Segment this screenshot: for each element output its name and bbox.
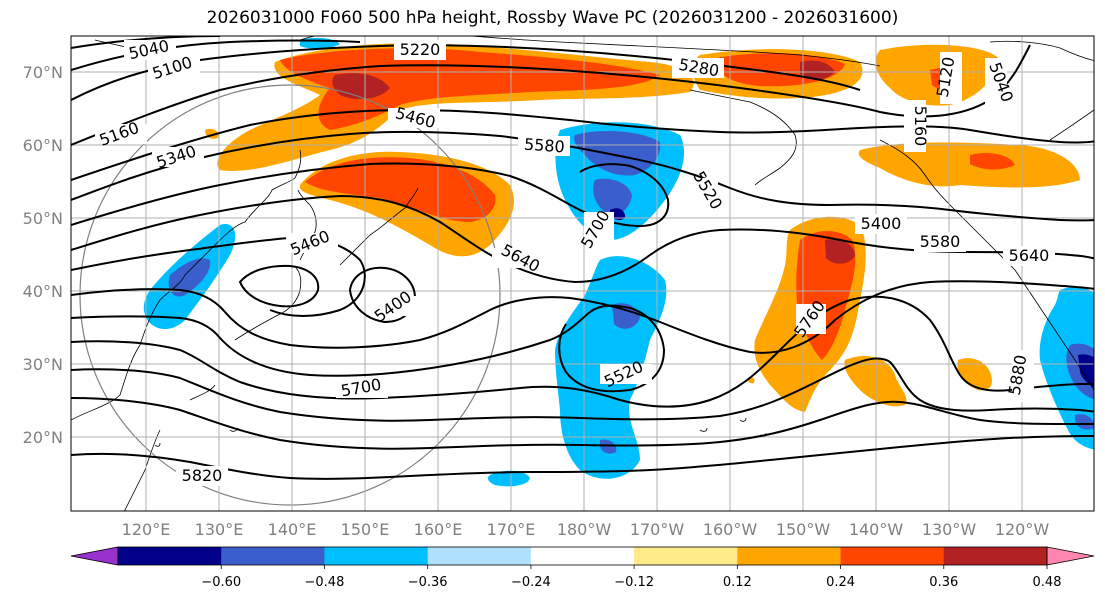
colorbar-tick-label: 0.24 — [826, 575, 855, 590]
longitude-labels: 120°E 130°E 140°E 150°E 160°E 170°E 180°… — [122, 520, 1050, 539]
lat-label: 20°N — [23, 428, 63, 447]
colorbar-segment — [221, 547, 325, 565]
lat-label: 50°N — [23, 209, 63, 228]
contour-label: 5640 — [1009, 246, 1050, 265]
lon-label: 160°E — [414, 520, 463, 539]
colorbar-tick-label: −0.48 — [305, 575, 345, 590]
colorbar-segment — [324, 547, 429, 565]
lon-label: 140°E — [268, 520, 317, 539]
lat-label: 60°N — [23, 136, 63, 155]
colorbar-tick-label: −0.24 — [511, 575, 551, 590]
lon-label: 130°E — [195, 520, 244, 539]
colorbar-tick-label: 0.36 — [929, 575, 958, 590]
lon-label: 140°W — [849, 520, 904, 539]
lon-label: 150°W — [776, 520, 831, 539]
map-frame — [70, 35, 1095, 512]
colorbar: −0.60 −0.48 −0.36 −0.24 −0.12 0.12 0.24 0.36 0.4… — [70, 546, 1095, 590]
contour-label: 5160 — [911, 106, 930, 147]
contour-label: 5580 — [523, 135, 565, 157]
colorbar-tick-label: −0.36 — [408, 575, 448, 590]
colorbar-segment — [530, 547, 635, 565]
colorbar-segment — [840, 547, 945, 565]
latitude-labels: 70°N 60°N 50°N 40°N 30°N 20°N — [23, 63, 63, 447]
colorbar-extend-min — [70, 546, 119, 566]
lon-label: 120°W — [995, 520, 1050, 539]
lat-label: 70°N — [23, 63, 63, 82]
colorbar-segment — [737, 547, 842, 565]
lon-label: 150°E — [341, 520, 390, 539]
colorbar-tick-label: −0.12 — [614, 575, 654, 590]
colorbar-extend-max — [1046, 546, 1095, 566]
colorbar-outline — [117, 546, 1048, 566]
lon-label: 170°E — [487, 520, 536, 539]
contour-label: 5400 — [861, 214, 902, 233]
colorbar-tick-label: 0.12 — [723, 575, 752, 590]
colorbar-segment — [634, 547, 738, 565]
lon-label: 160°W — [703, 520, 758, 539]
range-circle — [79, 84, 501, 506]
lon-label: 120°E — [122, 520, 171, 539]
lon-label: 170°W — [630, 520, 685, 539]
contour-label: 5820 — [182, 466, 223, 485]
contour-label: 5580 — [920, 232, 961, 251]
lat-label: 30°N — [23, 355, 63, 374]
lon-label: 130°W — [922, 520, 977, 539]
colorbar-segment — [943, 547, 1048, 565]
colorbar-tick-label: 0.48 — [1033, 575, 1062, 590]
lat-label: 40°N — [23, 282, 63, 301]
colorbar-segment — [427, 547, 532, 565]
map-title: 2026031000 F060 500 hPa height, Rossby W… — [206, 8, 899, 28]
colorbar-tick-label: −0.60 — [201, 575, 241, 590]
map-area: 5040 5100 5160 5340 5220 5460 5580 5280 … — [71, 36, 1094, 511]
contour-label: 5220 — [400, 40, 441, 59]
positive-anomaly-shading — [205, 43, 1080, 412]
colorbar-segment — [118, 547, 222, 565]
lon-label: 180°W — [557, 520, 612, 539]
